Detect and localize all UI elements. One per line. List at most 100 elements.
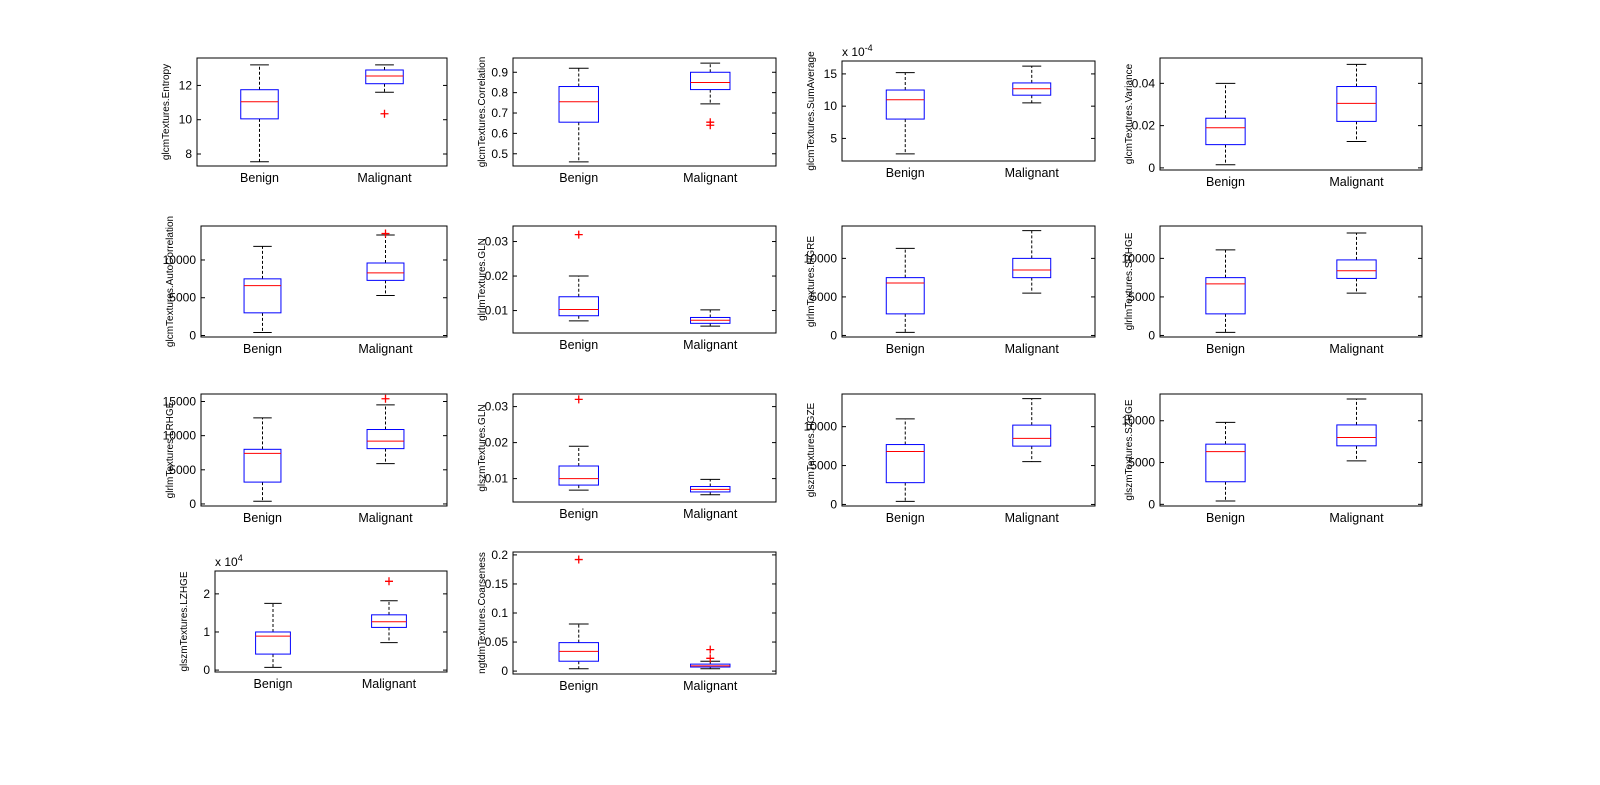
y-tick-label: 0.04 <box>1132 76 1156 90</box>
x-category-label: Malignant <box>1329 342 1384 356</box>
x-category-label: Malignant <box>1005 166 1060 180</box>
y-axis-label: glcmTextures.Variance <box>1124 63 1135 164</box>
plot-frame <box>841 393 1096 507</box>
y-tick-label: 5000 <box>810 459 837 473</box>
y-tick-label: 10000 <box>1122 251 1156 265</box>
y-tick-label: 15000 <box>163 395 197 409</box>
box-iqr <box>255 631 291 655</box>
y-tick-label: 10 <box>824 99 838 113</box>
y-axis-label: glszmTextures.GLN <box>477 404 488 491</box>
y-tick-label: 0.03 <box>485 400 509 414</box>
y-axis-label: glszmTextures.LZHGE <box>179 571 190 671</box>
y-tick-label: 5000 <box>169 291 196 305</box>
y-tick-label: 0.05 <box>485 635 509 649</box>
y-tick-label: 10000 <box>163 429 197 443</box>
x-category-label: Malignant <box>1005 342 1060 356</box>
y-tick-label: 0 <box>1148 328 1155 342</box>
box-iqr <box>1012 424 1052 447</box>
x-category-label: Malignant <box>358 511 413 525</box>
x-category-label: Malignant <box>362 677 417 691</box>
plot-frame <box>512 57 777 167</box>
box-iqr <box>1205 277 1246 315</box>
axis-multiplier: x 104 <box>215 553 243 569</box>
plot-frame <box>1159 393 1423 507</box>
y-tick-label: 0.02 <box>485 269 509 283</box>
box-iqr <box>1336 86 1377 122</box>
outlier-marker <box>574 395 583 404</box>
y-tick-label: 0.15 <box>485 577 509 591</box>
box-iqr <box>558 465 599 486</box>
box-iqr <box>365 69 404 85</box>
x-category-label: Benign <box>559 171 598 185</box>
plot-frame <box>200 393 448 507</box>
box-iqr <box>885 89 925 120</box>
y-tick-label: 15 <box>824 67 838 81</box>
x-category-label: Benign <box>240 171 279 185</box>
y-axis-label: glcmTextures.AutoCorrelation <box>165 216 176 347</box>
y-tick-label: 0 <box>1148 161 1155 175</box>
y-tick-label: 0.7 <box>491 106 508 120</box>
y-tick-label: 8 <box>185 147 192 161</box>
y-tick-label: 10000 <box>804 251 838 265</box>
plot-frame <box>841 225 1096 338</box>
box-iqr <box>885 444 925 484</box>
y-tick-label: 0 <box>203 663 210 677</box>
x-category-label: Benign <box>243 342 282 356</box>
x-category-label: Benign <box>559 507 598 521</box>
box-iqr <box>690 71 731 91</box>
box-iqr <box>1336 259 1377 279</box>
plot-frame <box>841 60 1096 162</box>
y-tick-label: 12 <box>179 78 193 92</box>
x-category-label: Malignant <box>683 338 738 352</box>
y-tick-label: 0 <box>501 664 508 678</box>
box-iqr <box>558 642 599 662</box>
outlier-marker <box>380 109 389 118</box>
y-tick-label: 10000 <box>804 420 838 434</box>
outlier-marker <box>385 577 393 586</box>
y-axis-label: glcmTextures.Correlation <box>477 57 488 168</box>
y-tick-label: 10000 <box>163 253 197 267</box>
y-tick-label: 0 <box>830 328 837 342</box>
box-iqr <box>1336 424 1377 447</box>
y-axis-label: glcmTextures.SumAverage <box>806 51 817 171</box>
outlier-marker <box>706 654 715 663</box>
y-tick-label: 10000 <box>1122 414 1156 428</box>
x-category-label: Benign <box>243 511 282 525</box>
y-tick-label: 10 <box>179 113 193 127</box>
y-tick-label: 0.01 <box>485 304 509 318</box>
box-iqr <box>243 278 282 314</box>
box-iqr <box>1205 443 1246 483</box>
y-tick-label: 0 <box>189 497 196 511</box>
x-category-label: Benign <box>1206 342 1245 356</box>
box-iqr <box>371 614 407 628</box>
x-category-label: Malignant <box>357 171 412 185</box>
y-axis-label: glrlmTextures.HGRE <box>806 236 817 327</box>
y-tick-label: 5000 <box>810 290 837 304</box>
plot-frame <box>512 393 777 503</box>
x-category-label: Malignant <box>1329 511 1384 525</box>
box-iqr <box>558 86 599 123</box>
box-iqr <box>366 429 405 450</box>
plot-frame <box>200 225 448 338</box>
y-axis-label: glszmTextures.SZHGE <box>1124 399 1135 500</box>
y-axis-label: glcmTextures.Entropy <box>161 64 172 160</box>
plot-frame <box>512 551 777 675</box>
x-category-label: Benign <box>886 511 925 525</box>
x-category-label: Malignant <box>1329 175 1384 189</box>
box-iqr <box>240 89 279 120</box>
x-category-label: Benign <box>886 166 925 180</box>
x-category-label: Malignant <box>683 507 738 521</box>
y-axis-label: glszmTextures.HGZE <box>806 402 817 497</box>
x-category-label: Benign <box>559 338 598 352</box>
y-tick-label: 0 <box>830 497 837 511</box>
outlier-marker <box>574 230 583 239</box>
y-tick-label: 0.01 <box>485 472 509 486</box>
x-category-label: Malignant <box>683 171 738 185</box>
outlier-marker <box>381 229 390 238</box>
x-category-label: Benign <box>1206 511 1245 525</box>
y-tick-label: 5000 <box>1128 290 1155 304</box>
plot-frame <box>196 57 448 167</box>
outlier-marker <box>574 555 583 564</box>
x-category-label: Malignant <box>358 342 413 356</box>
outlier-marker <box>381 394 390 403</box>
